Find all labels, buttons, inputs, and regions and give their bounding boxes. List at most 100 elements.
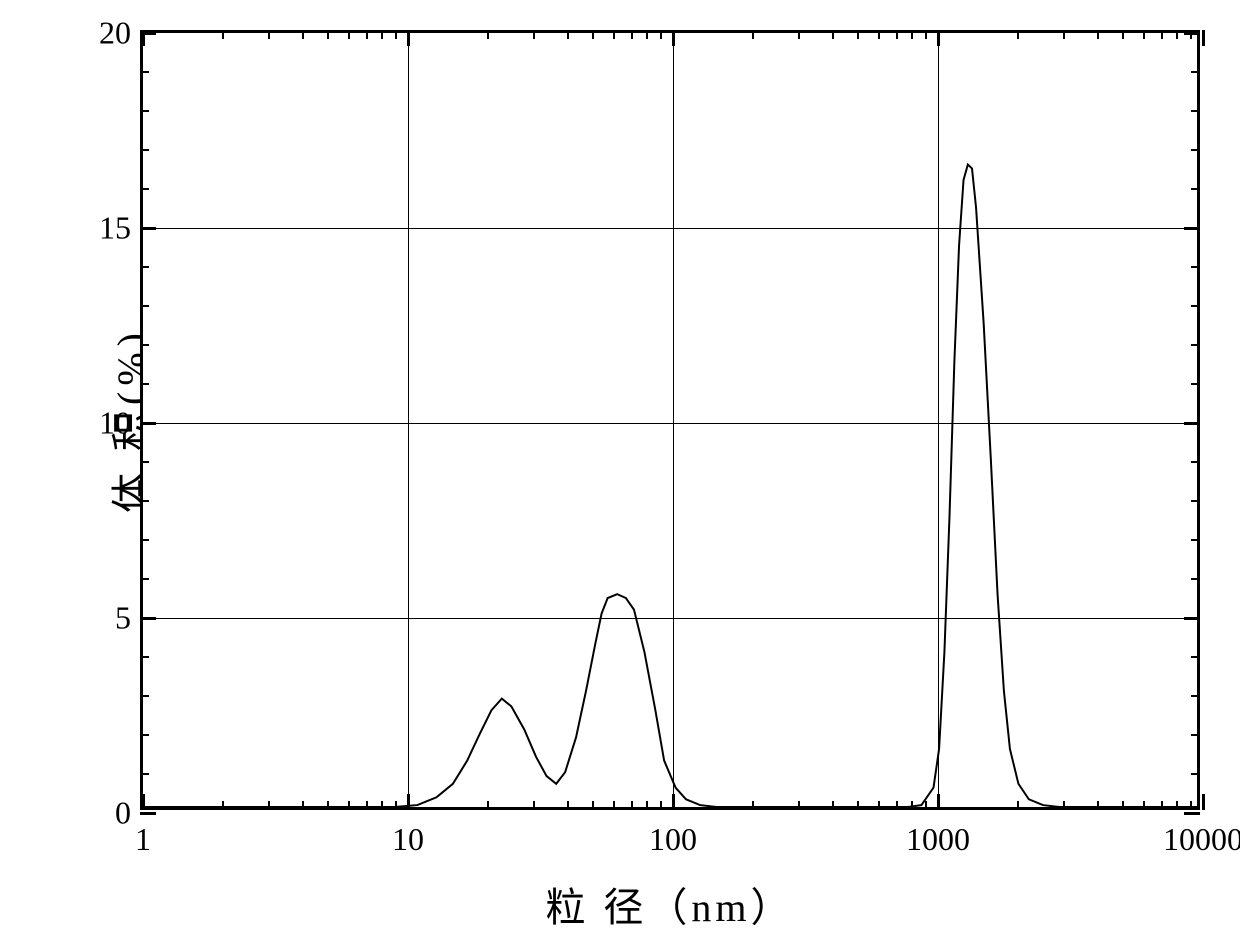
x-tick-minor <box>567 801 569 810</box>
x-tick-label: 10000 <box>1163 821 1240 858</box>
x-tick-minor <box>1190 801 1192 810</box>
y-tick-label: 0 <box>115 795 131 832</box>
x-tick-major <box>1202 794 1205 810</box>
x-tick-minor-top <box>348 30 350 39</box>
x-tick-minor-top <box>660 30 662 39</box>
x-tick-label: 1000 <box>906 821 970 858</box>
y-tick-minor-right <box>1191 695 1200 697</box>
x-tick-minor <box>348 801 350 810</box>
y-tick-minor-right <box>1191 344 1200 346</box>
x-tick-minor-top <box>1143 30 1145 39</box>
x-tick-minor <box>381 801 383 810</box>
x-tick-major-top <box>672 30 675 46</box>
grid-line-v <box>408 33 409 807</box>
y-tick-major <box>140 812 156 815</box>
y-tick-label: 10 <box>99 405 131 442</box>
x-tick-major <box>937 794 940 810</box>
x-tick-minor <box>302 801 304 810</box>
x-tick-minor-top <box>1190 30 1192 39</box>
y-tick-major-right <box>1184 422 1200 425</box>
x-tick-minor <box>798 801 800 810</box>
x-tick-minor <box>592 801 594 810</box>
x-tick-minor <box>222 801 224 810</box>
x-tick-minor <box>646 801 648 810</box>
x-tick-minor <box>533 801 535 810</box>
y-tick-minor <box>140 344 149 346</box>
x-tick-minor-top <box>1017 30 1019 39</box>
x-axis-title: 粒 径（nm） <box>545 875 794 933</box>
x-tick-minor-top <box>896 30 898 39</box>
x-tick-minor-top <box>631 30 633 39</box>
y-tick-minor <box>140 500 149 502</box>
y-tick-minor <box>140 383 149 385</box>
y-tick-minor-right <box>1191 383 1200 385</box>
grid-line-v <box>938 33 939 807</box>
y-tick-minor <box>140 461 149 463</box>
y-tick-minor <box>140 695 149 697</box>
x-tick-minor-top <box>381 30 383 39</box>
x-tick-major <box>142 794 145 810</box>
x-tick-minor <box>1017 801 1019 810</box>
x-tick-minor <box>1097 801 1099 810</box>
x-tick-label: 100 <box>649 821 697 858</box>
y-tick-label: 20 <box>99 15 131 52</box>
y-tick-minor-right <box>1191 110 1200 112</box>
y-tick-minor-right <box>1191 266 1200 268</box>
x-tick-minor <box>1122 801 1124 810</box>
y-tick-major <box>140 227 156 230</box>
y-tick-major <box>140 617 156 620</box>
data-line-svg <box>143 33 1197 807</box>
x-tick-minor <box>1161 801 1163 810</box>
y-tick-major-right <box>1184 812 1200 815</box>
x-tick-minor <box>896 801 898 810</box>
x-tick-label: 10 <box>392 821 424 858</box>
x-tick-minor-top <box>395 30 397 39</box>
x-tick-minor <box>487 801 489 810</box>
x-tick-minor <box>613 801 615 810</box>
x-tick-minor <box>925 801 927 810</box>
x-tick-minor <box>1176 801 1178 810</box>
data-series-line <box>143 165 1197 807</box>
y-tick-minor <box>140 773 149 775</box>
x-tick-minor-top <box>832 30 834 39</box>
grid-line-h <box>143 618 1197 619</box>
x-tick-minor <box>366 801 368 810</box>
y-tick-minor-right <box>1191 578 1200 580</box>
y-tick-minor-right <box>1191 305 1200 307</box>
y-tick-minor <box>140 305 149 307</box>
y-tick-major <box>140 422 156 425</box>
x-tick-minor <box>911 801 913 810</box>
y-tick-minor <box>140 188 149 190</box>
x-tick-minor <box>631 801 633 810</box>
grid-line-v <box>673 33 674 807</box>
y-tick-minor-right <box>1191 71 1200 73</box>
y-tick-major-right <box>1184 617 1200 620</box>
x-tick-minor-top <box>1122 30 1124 39</box>
y-tick-minor-right <box>1191 734 1200 736</box>
y-tick-major-right <box>1184 32 1200 35</box>
x-tick-minor <box>878 801 880 810</box>
y-tick-minor <box>140 110 149 112</box>
x-tick-minor <box>1143 801 1145 810</box>
y-tick-minor <box>140 539 149 541</box>
x-tick-minor <box>857 801 859 810</box>
x-tick-minor-top <box>366 30 368 39</box>
y-tick-minor-right <box>1191 656 1200 658</box>
y-tick-minor-right <box>1191 461 1200 463</box>
x-tick-minor <box>268 801 270 810</box>
y-tick-minor-right <box>1191 149 1200 151</box>
x-tick-minor-top <box>327 30 329 39</box>
x-tick-minor <box>395 801 397 810</box>
x-tick-minor-top <box>911 30 913 39</box>
y-tick-minor-right <box>1191 539 1200 541</box>
x-tick-minor-top <box>1063 30 1065 39</box>
x-tick-minor-top <box>222 30 224 39</box>
x-tick-minor-top <box>567 30 569 39</box>
x-tick-minor-top <box>798 30 800 39</box>
x-tick-minor-top <box>646 30 648 39</box>
x-tick-minor-top <box>533 30 535 39</box>
grid-line-h <box>143 228 1197 229</box>
x-tick-minor-top <box>268 30 270 39</box>
x-tick-minor-top <box>925 30 927 39</box>
y-tick-minor-right <box>1191 773 1200 775</box>
